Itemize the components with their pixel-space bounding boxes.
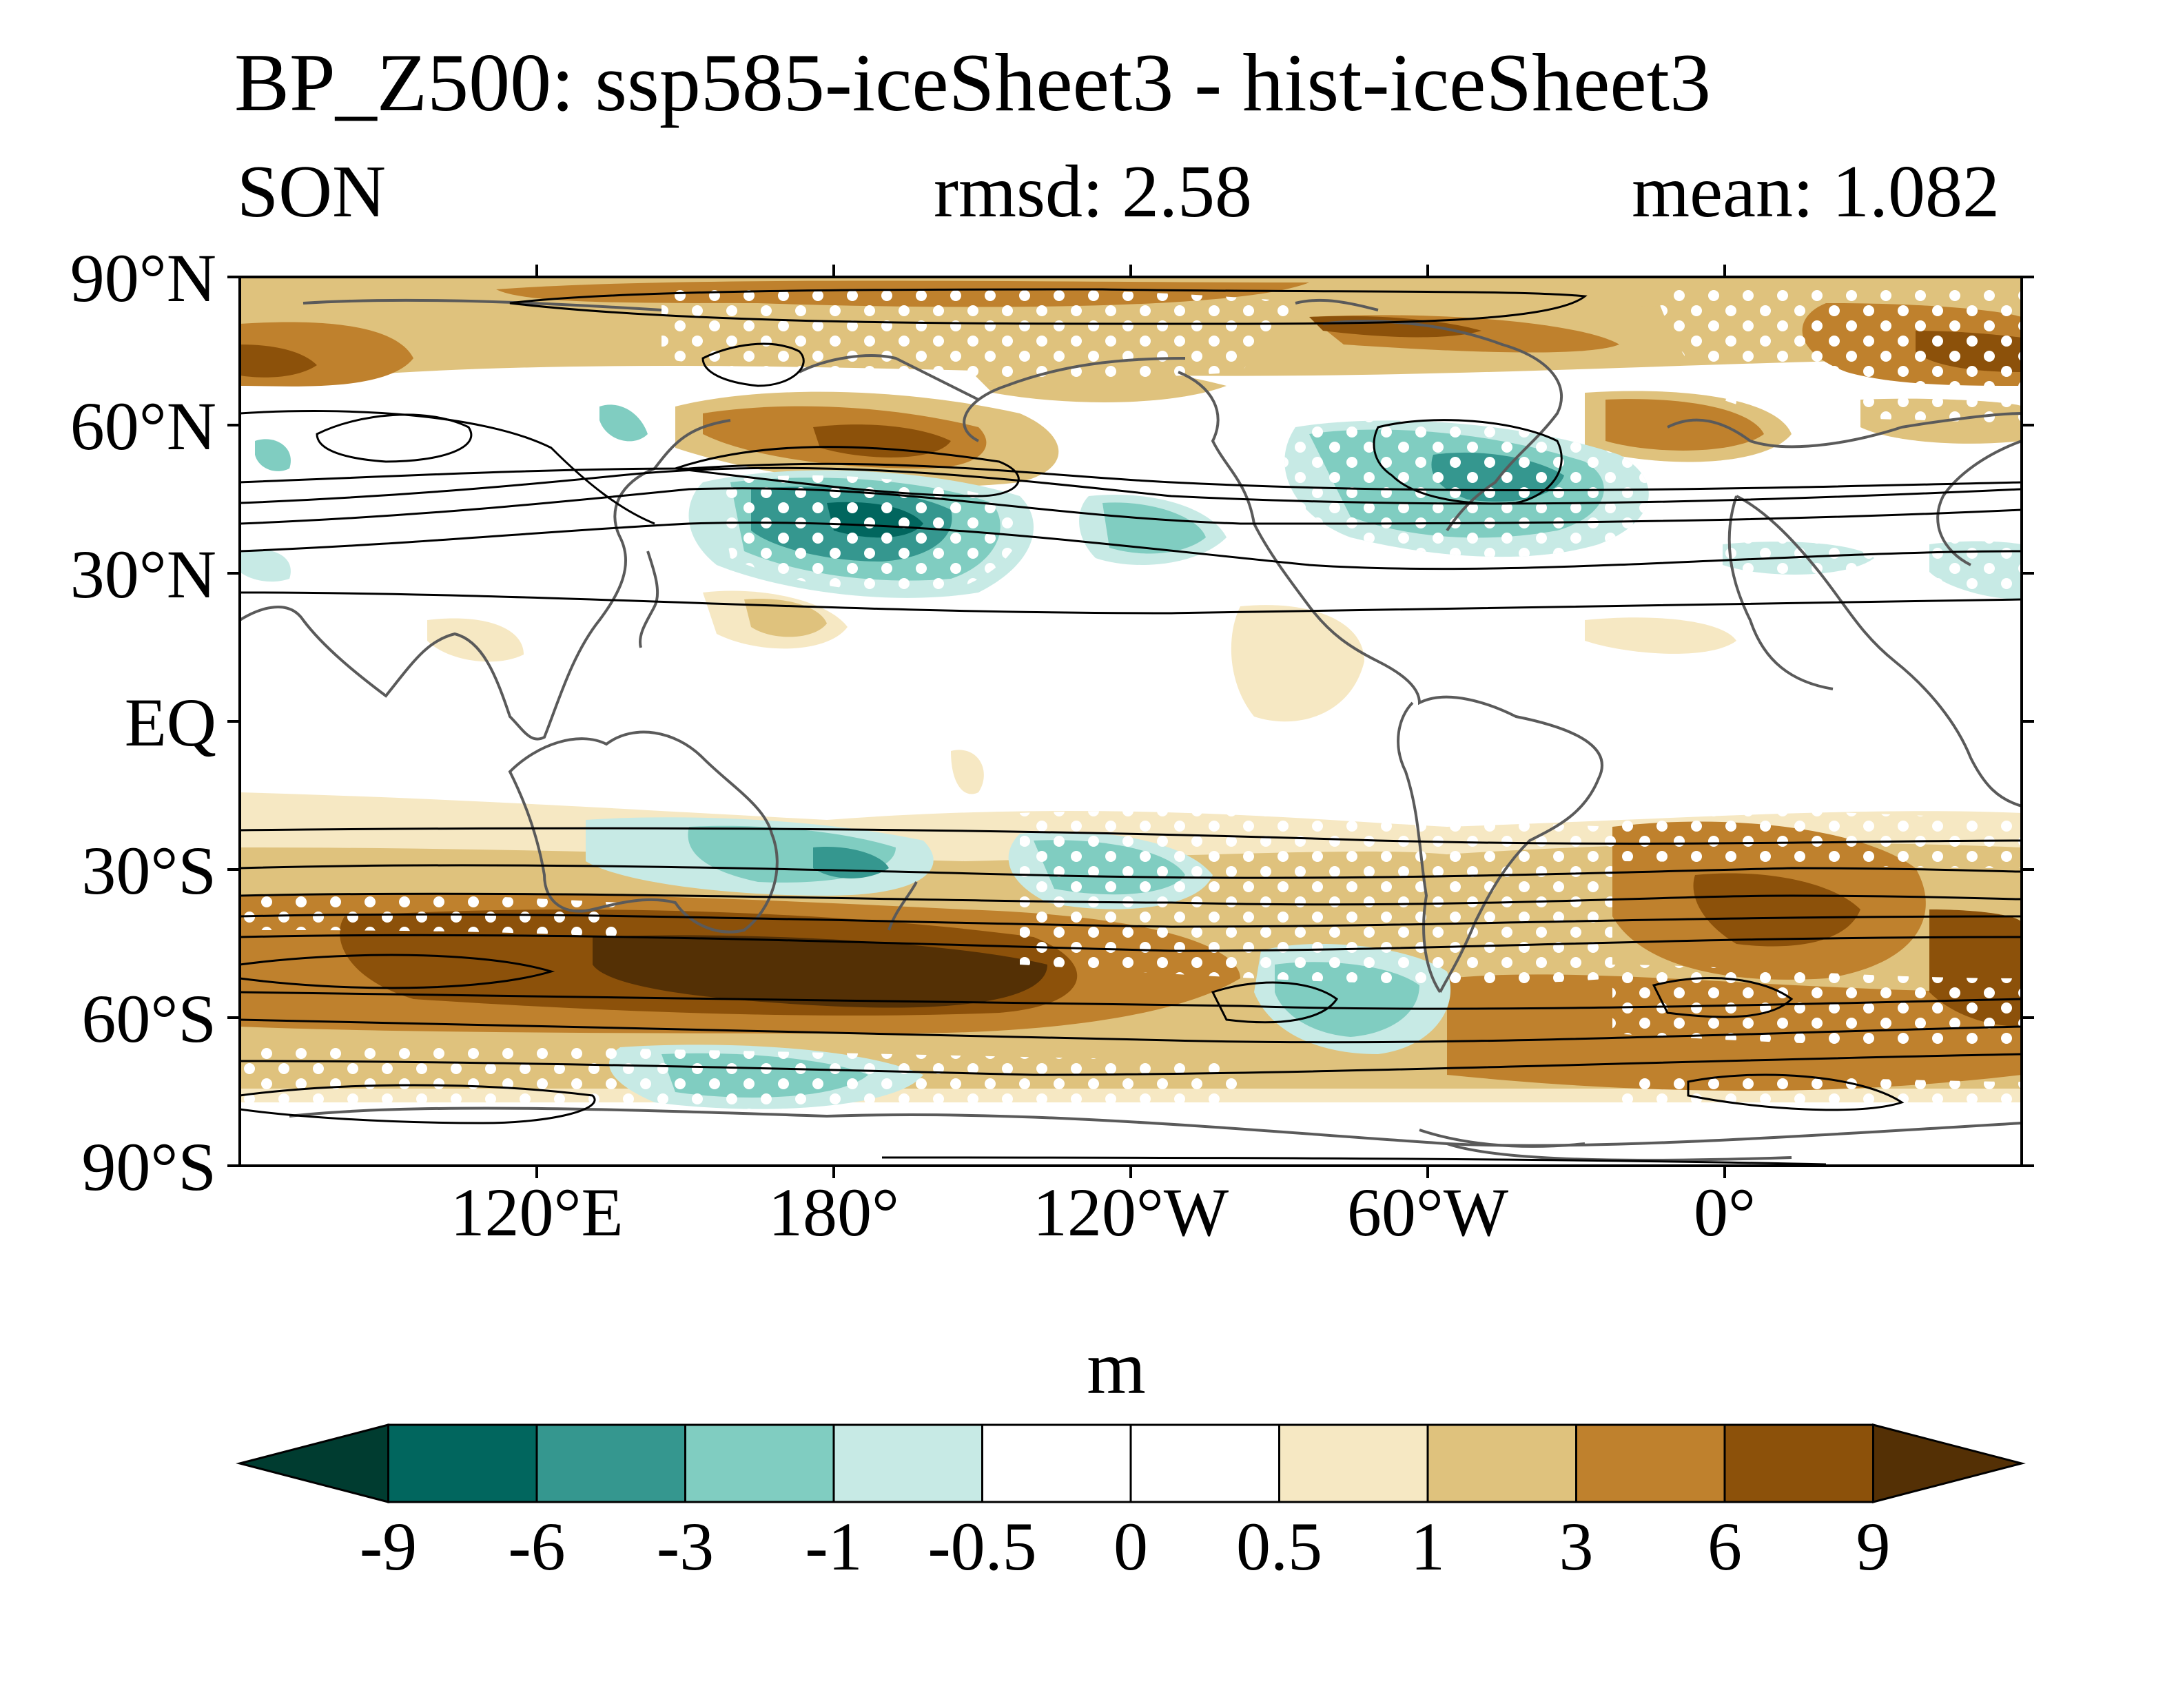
- colorbar-swatch-7: [1278, 1423, 1429, 1503]
- colorbar-swatch-4: [832, 1423, 983, 1503]
- colorbar-tick-10: 9: [1856, 1508, 1891, 1585]
- lat-label-4: 30°S: [81, 832, 216, 909]
- map-title: BP_Z500: ssp585-iceSheet3 - hist-iceShee…: [234, 37, 1712, 128]
- colorbar-swatch-8: [1426, 1423, 1577, 1503]
- colorbar-swatch-3: [684, 1423, 835, 1503]
- lat-label-5: 60°S: [81, 980, 216, 1057]
- season-label: SON: [237, 151, 387, 233]
- colorbar-swatch-2: [535, 1423, 686, 1503]
- colorbar-tick-1: -6: [508, 1508, 566, 1585]
- colorbar-tick-3: -1: [805, 1508, 863, 1585]
- colorbar-swatch-9: [1575, 1423, 1726, 1503]
- colorbar-tick-8: 3: [1559, 1508, 1594, 1585]
- lon-label-2: 120°W: [1032, 1174, 1229, 1251]
- mean-label: mean: 1.082: [1632, 151, 2000, 233]
- colorbar-units: m: [1087, 1326, 1146, 1410]
- lon-label-0: 120°E: [450, 1174, 624, 1251]
- lat-label-6: 90°S: [81, 1129, 216, 1205]
- colorbar-tick-9: 6: [1707, 1508, 1742, 1585]
- lon-label-4: 0°: [1694, 1174, 1756, 1251]
- colorbar-swatch-1: [387, 1423, 538, 1503]
- colorbar-swatch-10: [1723, 1423, 1874, 1503]
- lat-label-3: EQ: [124, 684, 216, 761]
- lon-label-3: 60°W: [1346, 1174, 1509, 1251]
- colorbar-tick-7: 1: [1410, 1508, 1445, 1585]
- colorbar-swatch-11: [1872, 1423, 2026, 1503]
- colorbar-tick-6: 0.5: [1236, 1508, 1322, 1585]
- lon-label-1: 180°: [768, 1174, 899, 1251]
- map-field: [240, 277, 2022, 1166]
- coastlines: [240, 298, 2022, 1162]
- rmsd-label: rmsd: 2.58: [934, 151, 1253, 233]
- colorbar-tick-4: -0.5: [927, 1508, 1037, 1585]
- lat-label-2: 30°N: [70, 536, 216, 613]
- colorbar-swatch-0: [236, 1423, 389, 1503]
- lat-label-0: 90°N: [70, 240, 216, 316]
- lat-label-1: 60°N: [70, 388, 216, 464]
- colorbar: [236, 1423, 2026, 1503]
- map-frame: [227, 265, 2034, 1178]
- colorbar-swatch-5: [981, 1423, 1132, 1503]
- colorbar-tick-2: -3: [656, 1508, 715, 1585]
- colorbar-tick-5: 0: [1114, 1508, 1148, 1585]
- contours: [240, 288, 2022, 1166]
- colorbar-tick-0: -9: [359, 1508, 418, 1585]
- colorbar-swatch-6: [1129, 1423, 1280, 1503]
